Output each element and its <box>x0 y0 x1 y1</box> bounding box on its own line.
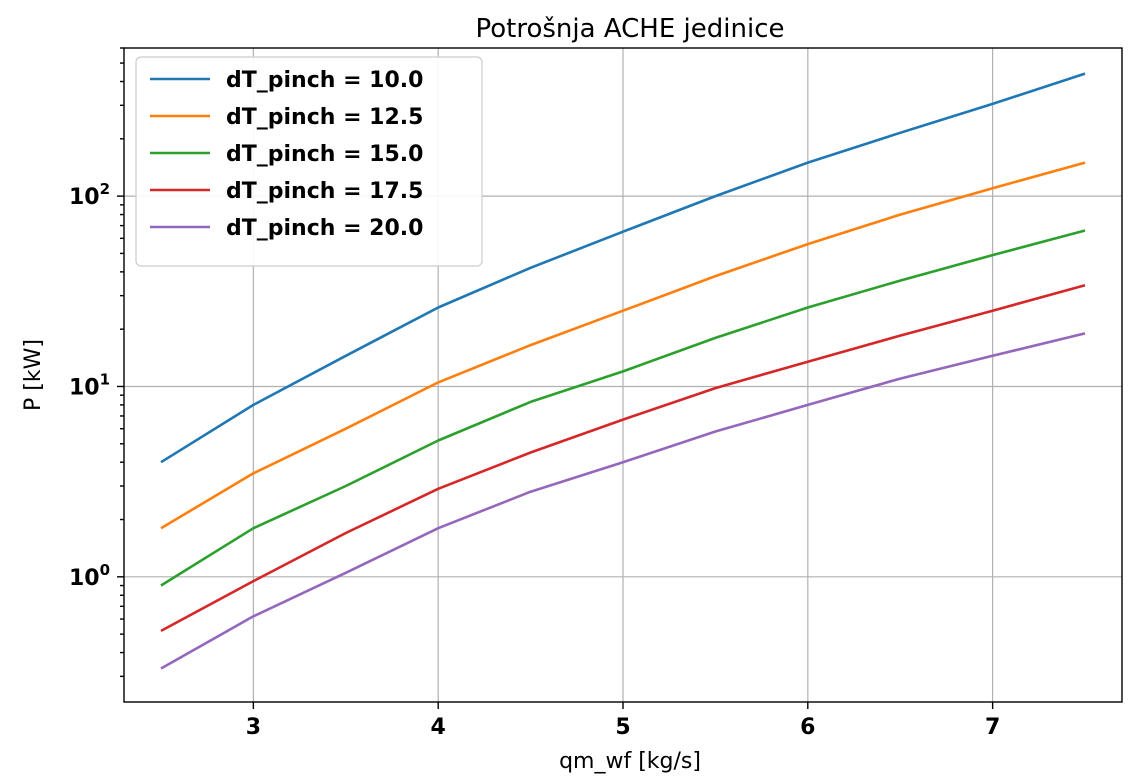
legend-label-4: dT_pinch = 20.0 <box>226 216 423 241</box>
x-tick-label-4: 7 <box>985 715 1000 740</box>
series-line-3 <box>160 284 1086 633</box>
x-tick-label-1: 4 <box>431 715 446 740</box>
chart-title: Potrošnja ACHE jedinice <box>476 14 785 44</box>
legend-box <box>135 56 483 267</box>
y-axis-label: P [kW] <box>21 339 46 411</box>
legend-label-1: dT_pinch = 12.5 <box>226 105 423 130</box>
legend-label-0: dT_pinch = 10.0 <box>226 68 423 93</box>
legend: dT_pinch = 10.0 dT_pinch = 12.5 dT_pinch =… <box>135 56 483 267</box>
legend-label-2: dT_pinch = 15.0 <box>226 142 423 167</box>
y-tick-label-1: 101 <box>69 370 110 400</box>
x-tick-label-3: 6 <box>800 715 815 740</box>
series-line-0 <box>160 72 1086 464</box>
series-line-2 <box>160 229 1086 587</box>
x-axis-label: qm_wf [kg/s] <box>559 749 701 774</box>
x-tick-label-0: 3 <box>246 715 261 740</box>
x-tick-label-2: 5 <box>615 715 630 740</box>
y-tick-label-0: 100 <box>69 561 110 591</box>
axis-ticks: 3 4 5 6 7 100 101 102 <box>69 47 1000 740</box>
series-line-1 <box>160 161 1086 530</box>
series-lines <box>160 72 1086 670</box>
series-line-4 <box>160 332 1086 670</box>
y-tick-label-2: 102 <box>69 180 110 210</box>
legend-label-3: dT_pinch = 17.5 <box>226 179 423 204</box>
